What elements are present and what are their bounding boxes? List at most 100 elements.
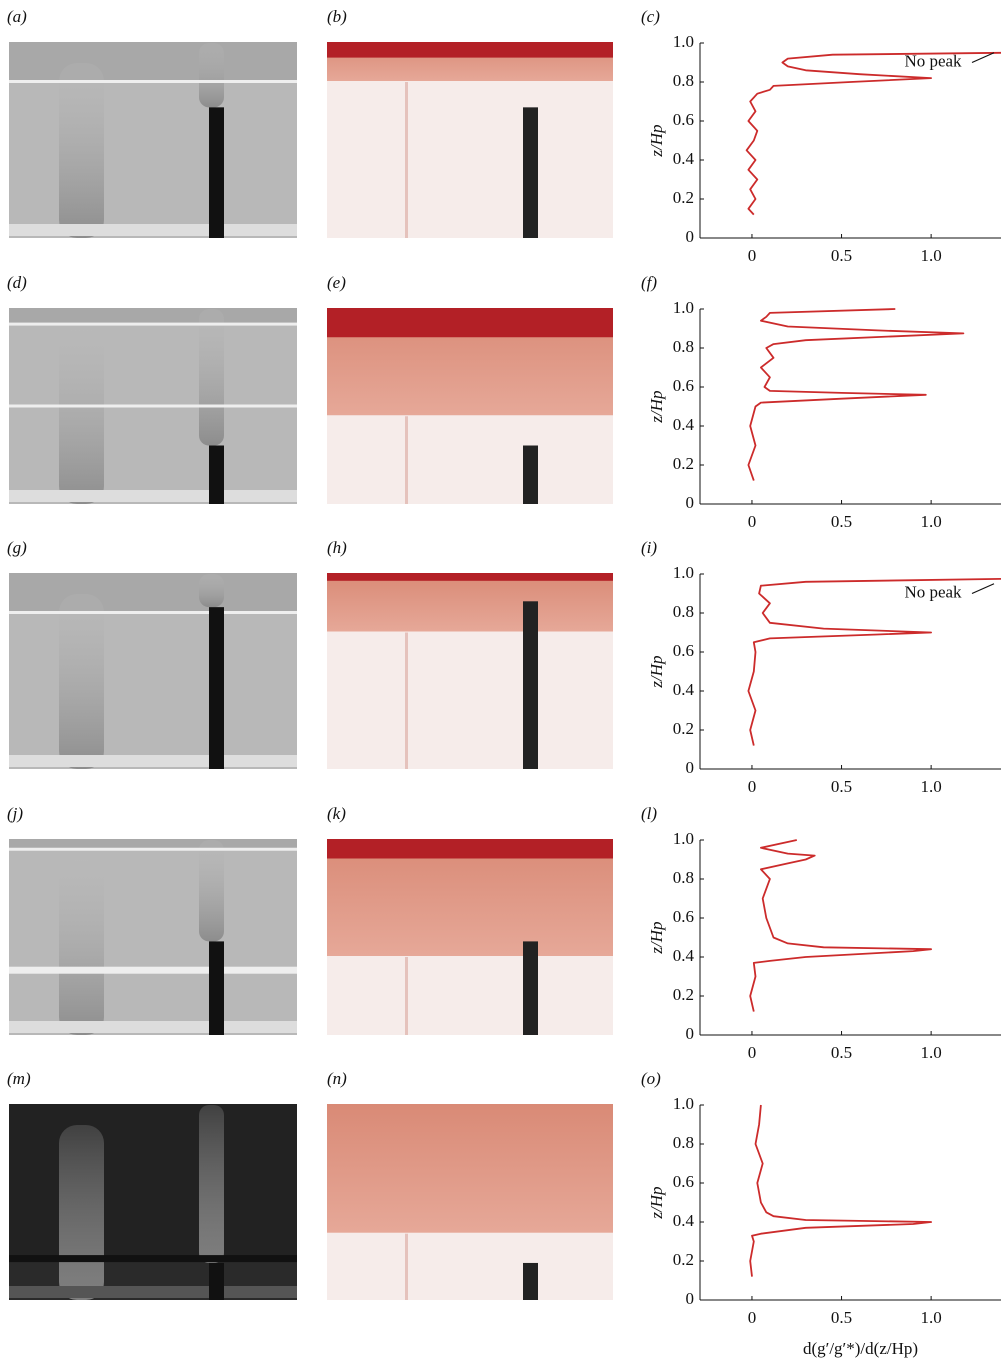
y-tick-label: 0.6 bbox=[673, 907, 694, 926]
y-tick-label: 0.8 bbox=[673, 337, 694, 356]
photo-upper bbox=[9, 839, 297, 849]
interface bbox=[9, 847, 297, 851]
plume-small bbox=[199, 309, 224, 446]
rod bbox=[523, 445, 538, 504]
y-axis-label: z/Hp bbox=[647, 124, 666, 157]
panel-label: (f) bbox=[641, 273, 657, 292]
x-tick-label: 1.0 bbox=[921, 1043, 942, 1062]
x-tick-label: 0.5 bbox=[831, 512, 852, 531]
x-axis-label: d(g′/g′*)/d(z/Hp) bbox=[803, 1339, 918, 1358]
dye-plume bbox=[405, 416, 408, 504]
panel-label: (n) bbox=[327, 1069, 347, 1088]
rod bbox=[209, 1262, 224, 1300]
panel-label: (e) bbox=[327, 273, 346, 292]
plume-small bbox=[199, 574, 224, 608]
dye-plume bbox=[405, 632, 408, 769]
annotation: No peak bbox=[904, 51, 962, 70]
y-tick-label: 0 bbox=[686, 227, 695, 246]
panel-label: (m) bbox=[7, 1069, 31, 1088]
panel-label: (a) bbox=[7, 7, 27, 26]
interface bbox=[9, 966, 297, 974]
y-tick-label: 0.8 bbox=[673, 71, 694, 90]
x-tick-label: 0.5 bbox=[831, 246, 852, 265]
y-tick-label: 1.0 bbox=[673, 829, 694, 848]
y-tick-label: 0 bbox=[686, 493, 695, 512]
plume bbox=[59, 329, 104, 504]
panel-label: (d) bbox=[7, 273, 27, 292]
annotation: No peak bbox=[904, 582, 962, 601]
rod bbox=[523, 941, 538, 1035]
photo-upper bbox=[9, 1104, 297, 1257]
x-tick-label: 0 bbox=[748, 512, 757, 531]
dye-top bbox=[327, 42, 613, 58]
interface bbox=[9, 1255, 297, 1263]
profile-line bbox=[745, 51, 1002, 216]
profile-line bbox=[747, 308, 965, 481]
y-axis-label: z/Hp bbox=[647, 1186, 666, 1219]
x-tick-label: 1.0 bbox=[921, 1308, 942, 1327]
y-tick-label: 0.4 bbox=[673, 680, 695, 699]
y-tick-label: 0 bbox=[686, 1289, 695, 1308]
rod bbox=[209, 445, 224, 504]
interface bbox=[9, 611, 297, 614]
y-tick-label: 0.6 bbox=[673, 110, 694, 129]
y-tick-label: 0.4 bbox=[673, 415, 695, 434]
dye-top bbox=[327, 839, 613, 859]
y-axis-label: z/Hp bbox=[647, 390, 666, 423]
interface bbox=[9, 80, 297, 83]
interface bbox=[9, 404, 297, 408]
y-tick-label: 0 bbox=[686, 758, 695, 777]
photo-frame bbox=[9, 839, 297, 1035]
dye-plume bbox=[405, 1233, 408, 1300]
plume-small bbox=[199, 43, 224, 108]
rod bbox=[523, 107, 538, 238]
rod bbox=[209, 941, 224, 1035]
floor-glare bbox=[9, 755, 297, 767]
profile-line bbox=[747, 578, 1002, 746]
rod bbox=[209, 607, 224, 769]
floor-glare bbox=[9, 490, 297, 502]
y-tick-label: 0.8 bbox=[673, 868, 694, 887]
y-tick-label: 0.4 bbox=[673, 1211, 695, 1230]
y-tick-label: 0.2 bbox=[673, 719, 694, 738]
y-tick-label: 0 bbox=[686, 1024, 695, 1043]
dye-top bbox=[327, 573, 613, 581]
dye-top bbox=[327, 308, 613, 338]
y-tick-label: 0.8 bbox=[673, 1133, 694, 1152]
y-tick-label: 0.2 bbox=[673, 454, 694, 473]
y-tick-label: 0.6 bbox=[673, 1172, 694, 1191]
panel-label: (g) bbox=[7, 538, 27, 557]
y-tick-label: 0.4 bbox=[673, 946, 695, 965]
plume bbox=[59, 1125, 104, 1300]
dye-plume bbox=[405, 957, 408, 1035]
rod bbox=[523, 601, 538, 769]
plume-small bbox=[199, 840, 224, 942]
y-tick-label: 0.4 bbox=[673, 149, 695, 168]
profile-line bbox=[749, 839, 932, 1012]
x-tick-label: 0.5 bbox=[831, 777, 852, 796]
y-tick-label: 1.0 bbox=[673, 32, 694, 51]
y-axis-label: z/Hp bbox=[647, 921, 666, 954]
y-tick-label: 1.0 bbox=[673, 298, 694, 317]
x-tick-label: 0 bbox=[748, 1308, 757, 1327]
panel-label: (h) bbox=[327, 538, 347, 557]
dye-layer bbox=[327, 573, 613, 632]
profile-line bbox=[749, 1104, 932, 1277]
panel-label: (o) bbox=[641, 1069, 661, 1088]
photo-upper bbox=[9, 42, 297, 81]
panel-label: (i) bbox=[641, 538, 657, 557]
floor-glare bbox=[9, 224, 297, 236]
x-tick-label: 1.0 bbox=[921, 512, 942, 531]
photo-upper bbox=[9, 573, 297, 612]
annotation-arrow bbox=[971, 583, 995, 595]
plume bbox=[59, 860, 104, 1035]
x-tick-label: 0 bbox=[748, 1043, 757, 1062]
panel-label: (j) bbox=[7, 804, 23, 823]
panel-label: (b) bbox=[327, 7, 347, 26]
photo-upper bbox=[9, 308, 297, 324]
y-tick-label: 0.6 bbox=[673, 376, 694, 395]
rod bbox=[209, 107, 224, 238]
y-tick-label: 0.8 bbox=[673, 602, 694, 621]
floor-glare bbox=[9, 1021, 297, 1033]
